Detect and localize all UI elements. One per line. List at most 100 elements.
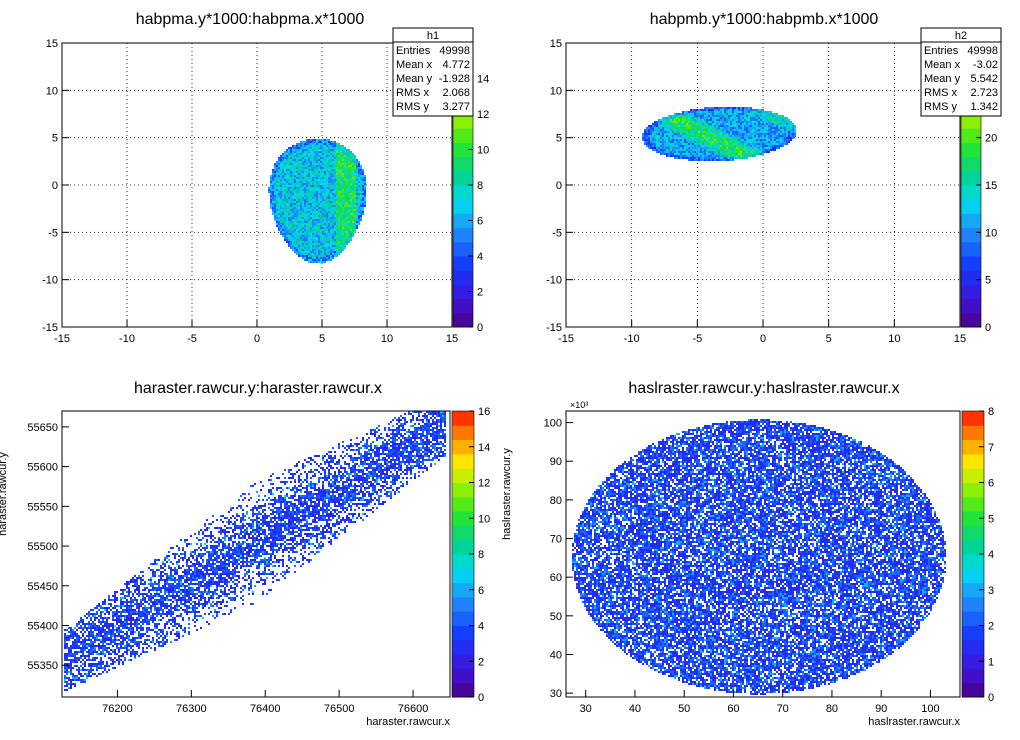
density-cell [778, 137, 780, 139]
density-cell [88, 627, 90, 629]
density-cell [758, 139, 760, 141]
density-cell [716, 133, 718, 135]
density-cell [730, 143, 732, 145]
density-cell [72, 647, 74, 649]
density-cell [130, 623, 132, 625]
density-cell [344, 223, 346, 225]
density-cell [322, 145, 324, 147]
density-cell [788, 123, 790, 125]
density-cell [684, 113, 686, 115]
density-cell [114, 613, 116, 615]
density-cell [670, 129, 672, 131]
density-cell [320, 149, 322, 151]
density-cell [80, 651, 82, 653]
density-cell [644, 137, 646, 139]
density-cell [104, 609, 106, 611]
density-cell [74, 675, 76, 677]
density-cell [364, 177, 366, 179]
density-cell [700, 141, 702, 143]
density-cell [298, 171, 300, 173]
density-cell [270, 179, 272, 181]
density-cell [724, 129, 726, 131]
density-cell [276, 207, 278, 209]
density-cell [314, 225, 316, 227]
density-cell [318, 159, 320, 161]
density-cell [304, 151, 306, 153]
density-cell [748, 119, 750, 121]
stats-label: RMS x [396, 87, 430, 99]
density-cell [710, 153, 712, 155]
density-cell [772, 135, 774, 137]
density-cell [88, 651, 90, 653]
density-cell [328, 229, 330, 231]
density-cell [348, 231, 350, 233]
density-cell [344, 237, 346, 239]
density-cell [86, 647, 88, 649]
density-cell [768, 129, 770, 131]
density-cell [322, 189, 324, 191]
density-cell [682, 119, 684, 121]
density-cell [112, 627, 114, 629]
density-cell [276, 225, 278, 227]
density-cell [316, 167, 318, 169]
density-cell [364, 193, 366, 195]
density-cell [736, 109, 738, 111]
density-cell [666, 133, 668, 135]
density-cell [272, 181, 274, 183]
density-cell [288, 173, 290, 175]
density-cell [288, 203, 290, 205]
density-cell [680, 141, 682, 143]
density-cell [762, 123, 764, 125]
density-cell [310, 253, 312, 255]
density-cell [694, 129, 696, 131]
density-cell [318, 143, 320, 145]
density-cell [124, 589, 126, 591]
density-cell [696, 139, 698, 141]
density-cell [322, 163, 324, 165]
density-cell [108, 633, 110, 635]
density-cell [282, 163, 284, 165]
density-cell [322, 229, 324, 231]
density-cell [700, 145, 702, 147]
density-cell [664, 149, 666, 151]
density-cell [294, 217, 296, 219]
density-cell [104, 641, 106, 643]
density-cell [326, 187, 328, 189]
density-cell [362, 197, 364, 199]
density-cell [98, 629, 100, 631]
density-cell [676, 157, 678, 159]
density-cell [358, 215, 360, 217]
x-tick-label: 5 [319, 333, 325, 345]
density-cell [746, 121, 748, 123]
density-cell [270, 177, 272, 179]
y-tick-label: 10 [46, 85, 58, 97]
density-cell [322, 149, 324, 151]
density-cell [742, 109, 744, 111]
density-cell [720, 151, 722, 153]
density-cell [280, 161, 282, 163]
density-cell [306, 259, 308, 261]
density-cell [124, 657, 126, 659]
density-cell [298, 205, 300, 207]
density-cell [344, 209, 346, 211]
density-cell [296, 211, 298, 213]
density-cell [114, 599, 116, 601]
density-cell [340, 165, 342, 167]
density-cell [64, 637, 66, 639]
density-cell [128, 581, 130, 583]
density-cell [326, 205, 328, 207]
density-cell [340, 223, 342, 225]
density-cell [330, 145, 332, 147]
density-cell [682, 137, 684, 139]
density-cell [364, 179, 366, 181]
density-cell [128, 643, 130, 645]
density-cell [312, 179, 314, 181]
density-cell [80, 649, 82, 651]
density-cell [306, 229, 308, 231]
density-cell [710, 159, 712, 161]
density-cell [284, 227, 286, 229]
density-cell [304, 207, 306, 209]
density-cell [298, 231, 300, 233]
density-cell [774, 117, 776, 119]
density-cell [308, 181, 310, 183]
